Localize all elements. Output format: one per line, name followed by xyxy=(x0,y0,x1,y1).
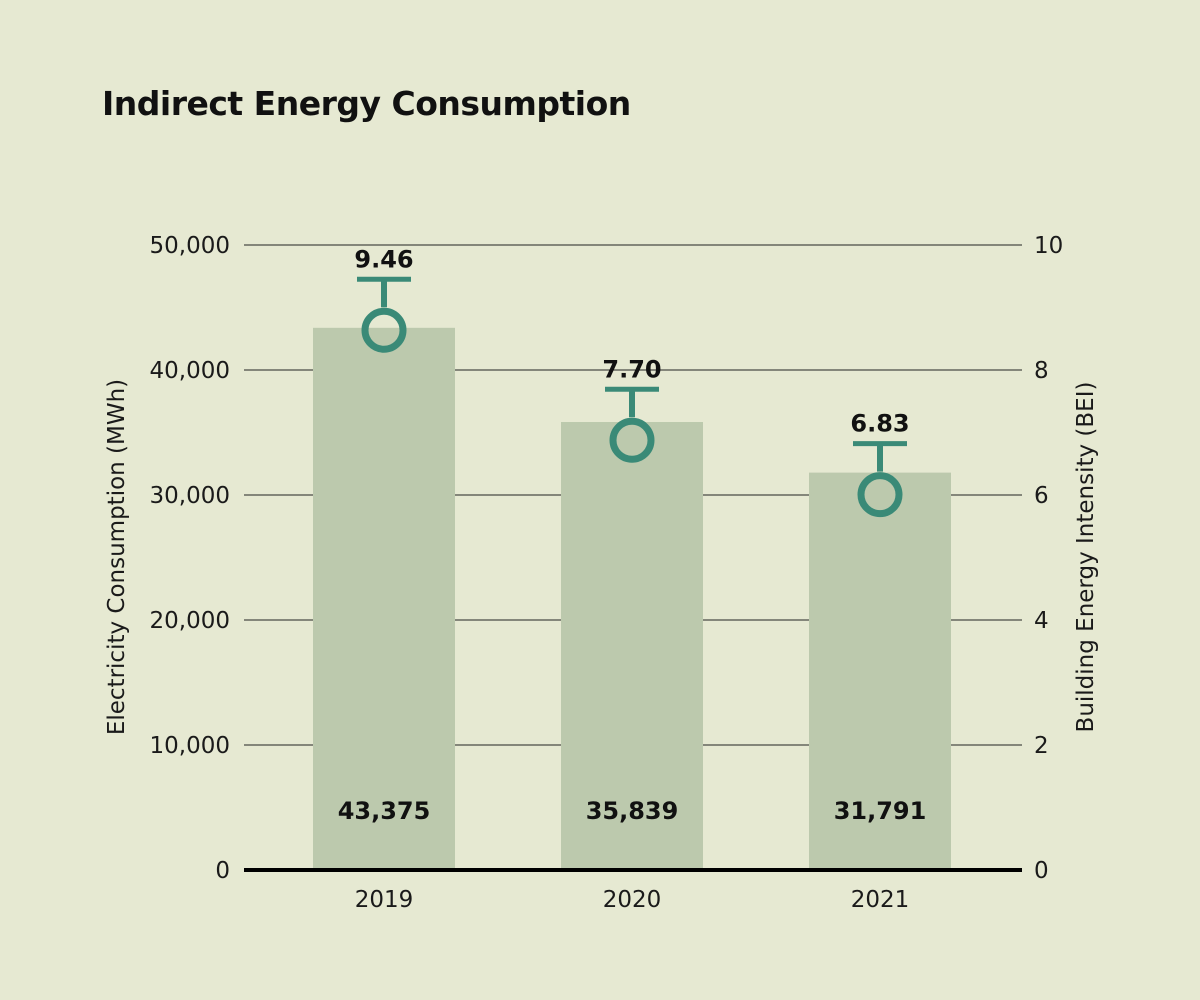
bar-layer xyxy=(313,327,951,870)
x-tick-label: 2021 xyxy=(851,887,910,913)
chart-title: Indirect Energy Consumption xyxy=(102,84,631,123)
bei-marker xyxy=(853,441,907,518)
label-layer: 0 10,000 20,000 30,000 40,000 50,000 0 2 4 6 8 10 43… xyxy=(104,233,1099,913)
y2-tick-label: 0 xyxy=(1034,858,1049,884)
bar xyxy=(561,422,703,870)
bar-value-label: 43,375 xyxy=(338,797,431,825)
y-tick-label: 50,000 xyxy=(150,233,230,259)
bei-marker xyxy=(605,386,659,463)
y2-tick-label: 6 xyxy=(1034,483,1049,509)
bei-marker-circle xyxy=(857,472,903,518)
y-axis-title: Electricity Consumption (MWh) xyxy=(104,379,130,735)
bei-marker-circle xyxy=(361,307,407,353)
y-tick-label: 20,000 xyxy=(150,608,230,634)
bar xyxy=(809,472,951,870)
x-tick-label: 2020 xyxy=(603,887,662,913)
bei-value-label: 9.46 xyxy=(354,245,413,273)
y-tick-label: 0 xyxy=(215,858,230,884)
bar-value-label: 31,791 xyxy=(834,797,927,825)
y-tick-label: 10,000 xyxy=(150,733,230,759)
y2-tick-label: 8 xyxy=(1034,358,1049,384)
y-tick-label: 40,000 xyxy=(150,358,230,384)
marker-layer xyxy=(357,276,907,518)
bei-marker-circle xyxy=(609,417,655,463)
y2-tick-label: 2 xyxy=(1034,733,1049,759)
x-tick-label: 2019 xyxy=(355,887,414,913)
y2-axis-title: Building Energy Intensity (BEI) xyxy=(1073,382,1099,733)
y2-tick-label: 4 xyxy=(1034,608,1049,634)
bei-value-label: 6.83 xyxy=(850,410,909,438)
y2-tick-label: 10 xyxy=(1034,233,1063,259)
y-tick-label: 30,000 xyxy=(150,483,230,509)
bei-marker xyxy=(357,276,411,353)
bar-value-label: 35,839 xyxy=(586,797,679,825)
bar xyxy=(313,327,455,870)
bei-value-label: 7.70 xyxy=(602,355,661,383)
